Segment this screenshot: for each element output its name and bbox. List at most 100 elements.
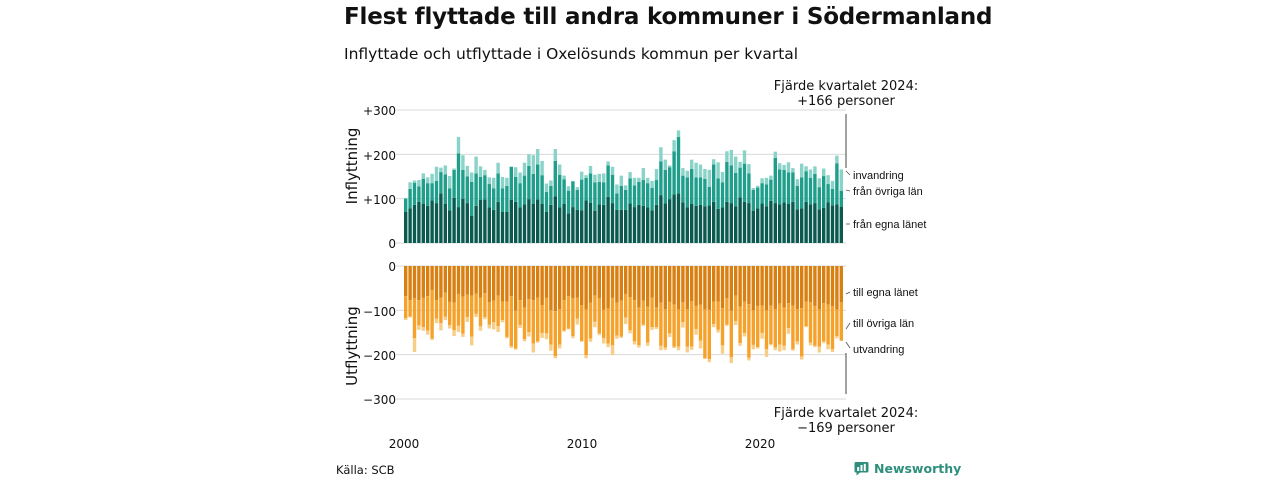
- bar-out-same-county: [470, 266, 474, 296]
- chart-title: Flest flyttade till andra kommuner i Söd…: [344, 4, 993, 30]
- bar-out-international: [412, 338, 417, 353]
- bar-in-international: [747, 164, 751, 174]
- bar-out-international: [408, 316, 412, 318]
- bar-out-other-counties: [509, 296, 513, 347]
- bar-out-other-counties: [470, 295, 474, 337]
- bar-out-other-counties: [808, 302, 813, 343]
- bar-out-same-county: [566, 266, 571, 297]
- bar-in-same-county: [461, 198, 465, 243]
- bar-in-other-counties: [795, 185, 799, 210]
- bar-in-other-counties: [725, 161, 729, 202]
- bar-in-international: [659, 147, 663, 162]
- bar-in-other-counties: [786, 172, 791, 204]
- bar-in-international: [443, 165, 447, 175]
- bar-out-same-county: [668, 266, 672, 302]
- bar-out-other-counties: [813, 305, 817, 346]
- bar-out-international: [421, 327, 425, 331]
- bar-out-international: [456, 325, 461, 333]
- x-tick-2020: 2020: [745, 437, 776, 451]
- bar-in-other-counties: [742, 163, 747, 202]
- bar-out-same-county: [615, 266, 619, 303]
- bar-in-other-counties: [597, 181, 601, 205]
- bar-in-international: [602, 173, 606, 183]
- bar-out-other-counties: [773, 309, 777, 348]
- bar-in-other-counties: [703, 178, 707, 207]
- bar-out-same-county: [808, 266, 813, 303]
- bar-out-international: [800, 356, 804, 360]
- bar-in-other-counties: [646, 183, 650, 208]
- bar-in-other-counties: [707, 186, 711, 206]
- bar-in-other-counties: [553, 160, 557, 197]
- bar-in-other-counties: [496, 173, 500, 202]
- bar-in-same-county: [417, 201, 421, 243]
- bar-in-other-counties: [522, 175, 527, 205]
- bar-out-same-county: [580, 266, 584, 306]
- bar-in-same-county: [716, 208, 720, 243]
- bar-out-other-counties: [527, 299, 531, 333]
- bar-in-other-counties: [531, 173, 535, 204]
- bar-in-international: [690, 159, 694, 169]
- bar-out-other-counties: [672, 304, 676, 347]
- bar-out-other-counties: [522, 307, 527, 340]
- bar-in-other-counties: [668, 167, 672, 200]
- bar-out-same-county: [742, 266, 747, 302]
- bar-out-same-county: [500, 266, 505, 302]
- bar-in-international: [654, 168, 659, 181]
- leader-invandring: [845, 170, 851, 176]
- bar-out-international: [514, 348, 518, 350]
- bar-out-other-counties: [562, 300, 566, 331]
- bar-out-other-counties: [430, 289, 434, 339]
- bar-in-international: [434, 166, 439, 181]
- bar-out-same-county: [628, 266, 632, 298]
- bar-out-same-county: [751, 266, 755, 311]
- y-axis-title-inflow: Inflyttning: [343, 128, 361, 205]
- bar-in-international: [839, 169, 843, 191]
- bar-in-same-county: [514, 201, 518, 243]
- bar-in-other-counties: [738, 167, 742, 198]
- bar-in-other-counties: [822, 176, 826, 208]
- bar-in-international: [624, 185, 628, 190]
- bar-in-same-county: [558, 207, 562, 243]
- bar-in-same-county: [742, 201, 747, 243]
- label-fran-egna-lanet: från egna länet: [853, 219, 926, 231]
- bar-in-other-counties: [452, 169, 456, 198]
- bar-in-other-counties: [835, 163, 839, 205]
- bar-out-same-county: [527, 266, 531, 300]
- bar-out-same-county: [707, 266, 711, 310]
- bar-out-other-counties: [707, 309, 711, 360]
- bar-out-same-county: [786, 266, 791, 304]
- bar-out-other-counties: [734, 295, 738, 321]
- bar-out-other-counties: [738, 306, 742, 344]
- bar-out-international: [496, 326, 500, 333]
- bar-in-other-counties: [439, 172, 443, 194]
- bar-in-same-county: [628, 203, 632, 243]
- bar-out-international: [505, 336, 509, 339]
- bar-in-other-counties: [602, 182, 606, 205]
- bar-in-international: [800, 163, 804, 178]
- bar-out-other-counties: [786, 303, 791, 329]
- bar-in-other-counties: [558, 174, 562, 208]
- bar-out-other-counties: [474, 293, 478, 314]
- bar-out-other-counties: [725, 298, 729, 325]
- bar-in-other-counties: [448, 188, 452, 211]
- bar-in-other-counties: [773, 157, 777, 204]
- bar-in-other-counties: [443, 174, 447, 204]
- x-tick-2000: 2000: [389, 437, 420, 451]
- bar-in-international: [492, 177, 496, 189]
- inflow-bars: [404, 130, 843, 243]
- bar-out-international: [769, 344, 773, 346]
- bar-out-international: [707, 359, 711, 363]
- bar-out-other-counties: [421, 297, 425, 328]
- bar-out-same-county: [426, 266, 430, 297]
- bar-out-international: [549, 344, 553, 351]
- bar-out-other-counties: [615, 302, 619, 336]
- bar-out-same-county: [536, 266, 540, 298]
- leader-till-egna-lanet: [845, 291, 851, 295]
- bar-out-same-county: [839, 266, 843, 303]
- bar-out-international: [624, 317, 628, 325]
- bar-out-international: [826, 344, 830, 350]
- bar-in-international: [756, 185, 760, 188]
- bar-in-international: [553, 149, 557, 161]
- bar-out-other-counties: [584, 309, 588, 356]
- bar-out-international: [742, 332, 747, 337]
